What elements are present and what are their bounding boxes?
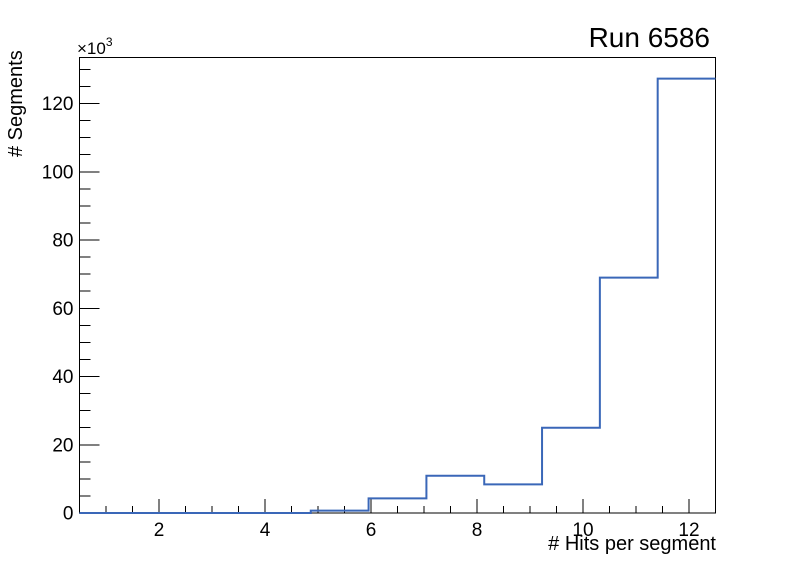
x-tick-label: 4 <box>260 520 271 541</box>
y-axis-multiplier: ×103 <box>77 35 113 58</box>
histogram-line <box>79 77 716 514</box>
plot-title: Run 6586 <box>589 22 710 53</box>
plot-frame <box>79 57 716 514</box>
x-axis-title: # Hits per segment <box>548 533 716 555</box>
x-tick-label: 12 <box>678 520 699 541</box>
y-tick-label: 60 <box>52 299 73 320</box>
y-tick-label: 40 <box>52 367 73 388</box>
y-axis-multiplier-exponent: 3 <box>106 35 113 49</box>
y-tick-label: 0 <box>63 504 74 525</box>
y-tick-label: 100 <box>42 162 74 183</box>
x-tick-label: 2 <box>154 520 165 541</box>
y-tick-label: 20 <box>52 435 73 456</box>
y-axis-multiplier-base: ×10 <box>77 39 106 58</box>
y-tick-label: 80 <box>52 231 73 252</box>
y-axis-title: # Segments <box>5 50 27 157</box>
x-tick-label: 6 <box>366 520 377 541</box>
x-tick-label: 10 <box>572 520 593 541</box>
y-tick-label: 120 <box>42 94 74 115</box>
x-tick-label: 8 <box>472 520 483 541</box>
